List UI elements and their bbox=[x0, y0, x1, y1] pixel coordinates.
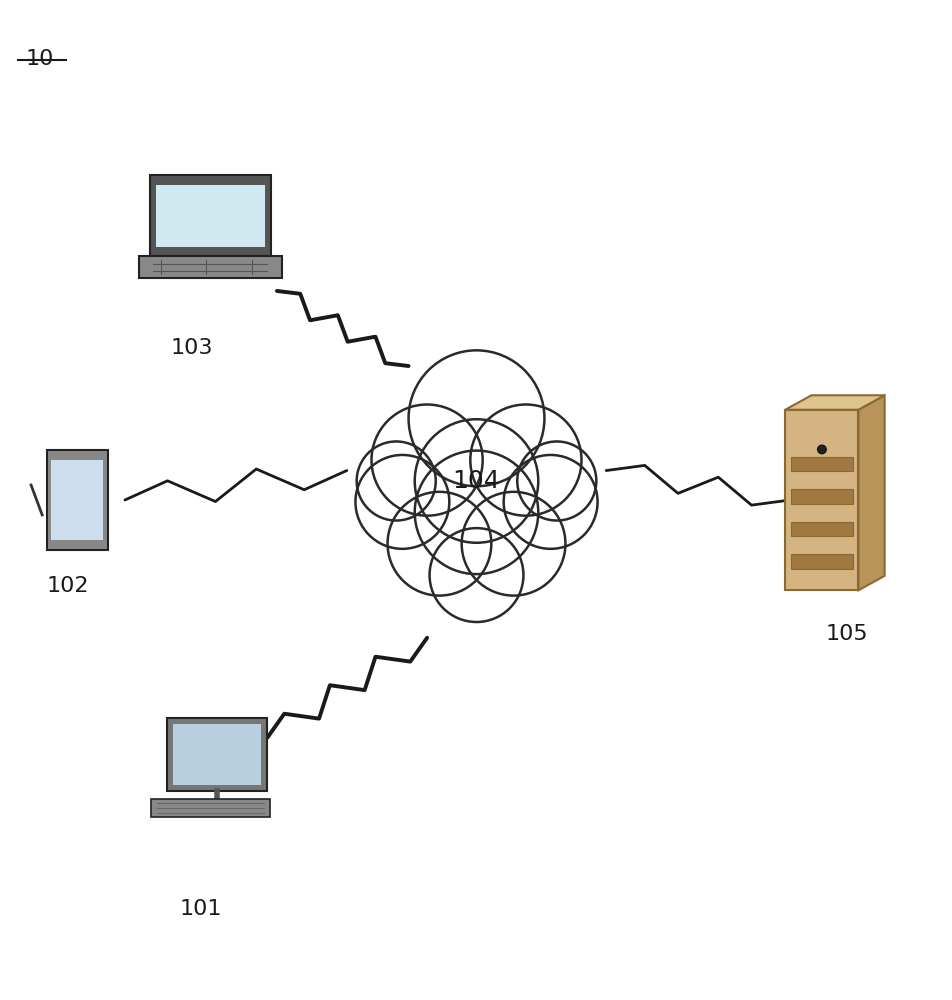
Circle shape bbox=[429, 528, 523, 622]
Bar bbox=[47, 450, 109, 550]
Circle shape bbox=[355, 455, 448, 549]
Polygon shape bbox=[784, 395, 883, 410]
Circle shape bbox=[517, 441, 596, 521]
Circle shape bbox=[356, 441, 435, 521]
Bar bbox=[156, 185, 265, 247]
Circle shape bbox=[387, 492, 491, 596]
Circle shape bbox=[408, 350, 544, 486]
Bar bbox=[192, 804, 242, 811]
Bar bbox=[790, 489, 852, 504]
Circle shape bbox=[461, 492, 565, 596]
Circle shape bbox=[414, 451, 538, 574]
Bar bbox=[790, 522, 852, 536]
Polygon shape bbox=[858, 395, 883, 590]
Bar bbox=[51, 460, 103, 540]
Circle shape bbox=[817, 445, 825, 454]
Bar bbox=[790, 554, 852, 569]
Text: 104: 104 bbox=[452, 469, 500, 493]
Text: 102: 102 bbox=[47, 576, 89, 596]
Bar bbox=[167, 718, 267, 791]
Bar bbox=[149, 175, 270, 256]
Circle shape bbox=[504, 455, 597, 549]
Text: 101: 101 bbox=[180, 899, 222, 919]
Bar bbox=[173, 724, 261, 785]
Text: 10: 10 bbox=[25, 49, 53, 69]
Bar bbox=[139, 256, 282, 278]
Bar bbox=[790, 457, 852, 471]
Circle shape bbox=[470, 405, 581, 516]
Bar bbox=[784, 410, 858, 590]
Circle shape bbox=[414, 419, 538, 543]
Circle shape bbox=[371, 405, 482, 516]
Text: 105: 105 bbox=[824, 624, 867, 644]
Text: 103: 103 bbox=[170, 338, 212, 358]
Bar bbox=[150, 799, 270, 817]
